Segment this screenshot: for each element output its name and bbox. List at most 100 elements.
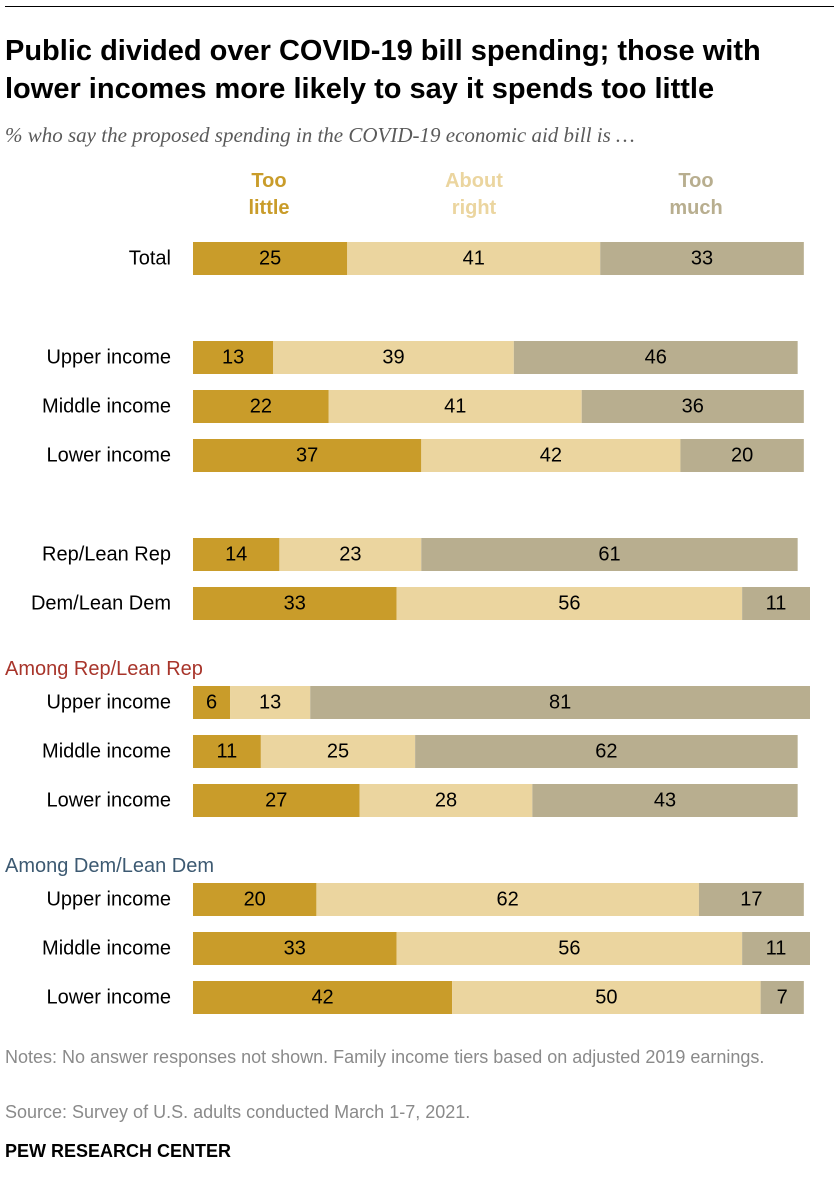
- data-label-too-little: 33: [284, 938, 306, 960]
- data-label-too-little: 25: [259, 248, 281, 270]
- row-label: Lower income: [46, 790, 171, 812]
- chart-subtitle: % who say the proposed spending in the C…: [5, 123, 635, 147]
- bar-too-much: [742, 932, 810, 965]
- row-label: Middle income: [42, 741, 171, 763]
- data-label-too-much: 81: [549, 692, 571, 714]
- bar-too-little: [193, 341, 274, 374]
- bar-about-right: [396, 587, 743, 620]
- data-label-too-much: 46: [645, 347, 667, 369]
- group-label: Among Rep/Lean Rep: [5, 658, 203, 680]
- data-label-too-little: 42: [311, 987, 333, 1009]
- legend-too-little-line1: Too: [251, 170, 287, 192]
- bar-too-little: [193, 390, 329, 423]
- data-label-too-little: 6: [206, 692, 217, 714]
- pew-logo-text: PEW RESEARCH CENTER: [5, 1141, 232, 1161]
- data-label-too-much: 17: [740, 889, 762, 911]
- data-label-too-little: 33: [284, 593, 306, 615]
- data-label-too-much: 36: [682, 396, 704, 418]
- data-label-about-right: 39: [382, 347, 404, 369]
- legend-too-much-line1: Too: [678, 170, 714, 192]
- bar-too-much: [415, 735, 798, 768]
- bar-too-little: [193, 538, 280, 571]
- data-label-about-right: 13: [259, 692, 281, 714]
- legend-too-little-line2: little: [248, 197, 290, 219]
- data-label-about-right: 23: [339, 544, 361, 566]
- row-label: Middle income: [42, 938, 171, 960]
- bar-about-right: [347, 242, 601, 275]
- row-label: Lower income: [46, 445, 171, 467]
- bar-about-right: [273, 341, 514, 374]
- data-label-too-much: 11: [766, 593, 787, 615]
- data-label-about-right: 62: [497, 889, 519, 911]
- data-label-about-right: 42: [540, 445, 562, 467]
- data-label-too-little: 13: [222, 347, 244, 369]
- row-label: Total: [129, 248, 171, 270]
- legend-about-right: About right: [414, 168, 534, 222]
- legend-too-much-line2: much: [669, 197, 723, 219]
- bar-too-little: [193, 883, 317, 916]
- bar-too-much: [742, 587, 810, 620]
- bar-about-right: [316, 883, 699, 916]
- bar-about-right: [452, 981, 761, 1014]
- bar-too-much: [581, 390, 804, 423]
- row-label: Lower income: [46, 987, 171, 1009]
- source: Source: Survey of U.S. adults conducted …: [5, 1102, 471, 1122]
- bar-too-much: [760, 981, 804, 1014]
- bar-about-right: [328, 390, 582, 423]
- bar-too-much: [698, 883, 804, 916]
- data-label-too-little: 11: [217, 741, 238, 763]
- data-label-too-little: 22: [250, 396, 272, 418]
- chart-title: Public divided over COVID-19 bill spendi…: [5, 35, 761, 105]
- row-label: Upper income: [46, 692, 171, 714]
- data-label-about-right: 50: [595, 987, 617, 1009]
- data-label-too-much: 43: [654, 790, 676, 812]
- data-label-about-right: 41: [463, 248, 485, 270]
- bar-too-little: [193, 932, 397, 965]
- bar-too-much: [680, 439, 804, 472]
- data-label-too-much: 61: [598, 544, 620, 566]
- data-label-too-little: 14: [225, 544, 247, 566]
- row-label: Upper income: [46, 347, 171, 369]
- bar-too-much: [310, 686, 810, 719]
- data-label-about-right: 25: [327, 741, 349, 763]
- data-label-about-right: 41: [444, 396, 466, 418]
- bar-about-right: [396, 932, 743, 965]
- data-label-about-right: 28: [435, 790, 457, 812]
- bar-too-little: [193, 587, 397, 620]
- legend-about-right-line1: About: [445, 170, 503, 192]
- bar-too-little: [193, 981, 453, 1014]
- data-label-too-much: 11: [766, 938, 787, 960]
- data-label-too-much: 33: [691, 248, 713, 270]
- data-label-about-right: 56: [558, 938, 580, 960]
- top-rule: [5, 6, 834, 7]
- row-label: Upper income: [46, 889, 171, 911]
- bar-too-little: [193, 439, 422, 472]
- row-label: Rep/Lean Rep: [42, 544, 171, 566]
- data-label-too-much: 20: [731, 445, 753, 467]
- data-label-too-little: 20: [244, 889, 266, 911]
- notes: Notes: No answer responses not shown. Fa…: [5, 1047, 765, 1067]
- group-label: Among Dem/Lean Dem: [5, 855, 214, 877]
- bar-about-right: [279, 538, 422, 571]
- legend-too-little: Too little: [209, 168, 329, 222]
- bar-too-little: [193, 686, 231, 719]
- data-label-too-much: 7: [777, 987, 788, 1009]
- data-label-about-right: 56: [558, 593, 580, 615]
- data-label-too-little: 27: [265, 790, 287, 812]
- row-label: Middle income: [42, 396, 171, 418]
- bar-too-little: [193, 242, 348, 275]
- bar-about-right: [421, 439, 681, 472]
- bar-too-much: [532, 784, 798, 817]
- row-label: Dem/Lean Dem: [31, 593, 171, 615]
- legend-about-right-line2: right: [451, 197, 497, 219]
- bar-too-little: [193, 784, 360, 817]
- bar-about-right: [230, 686, 311, 719]
- bar-too-much: [513, 341, 798, 374]
- bar-too-much: [421, 538, 798, 571]
- bar-too-little: [193, 735, 261, 768]
- legend-too-much: Too much: [636, 168, 756, 222]
- bar-too-much: [600, 242, 804, 275]
- data-label-too-little: 37: [296, 445, 318, 467]
- bar-about-right: [260, 735, 416, 768]
